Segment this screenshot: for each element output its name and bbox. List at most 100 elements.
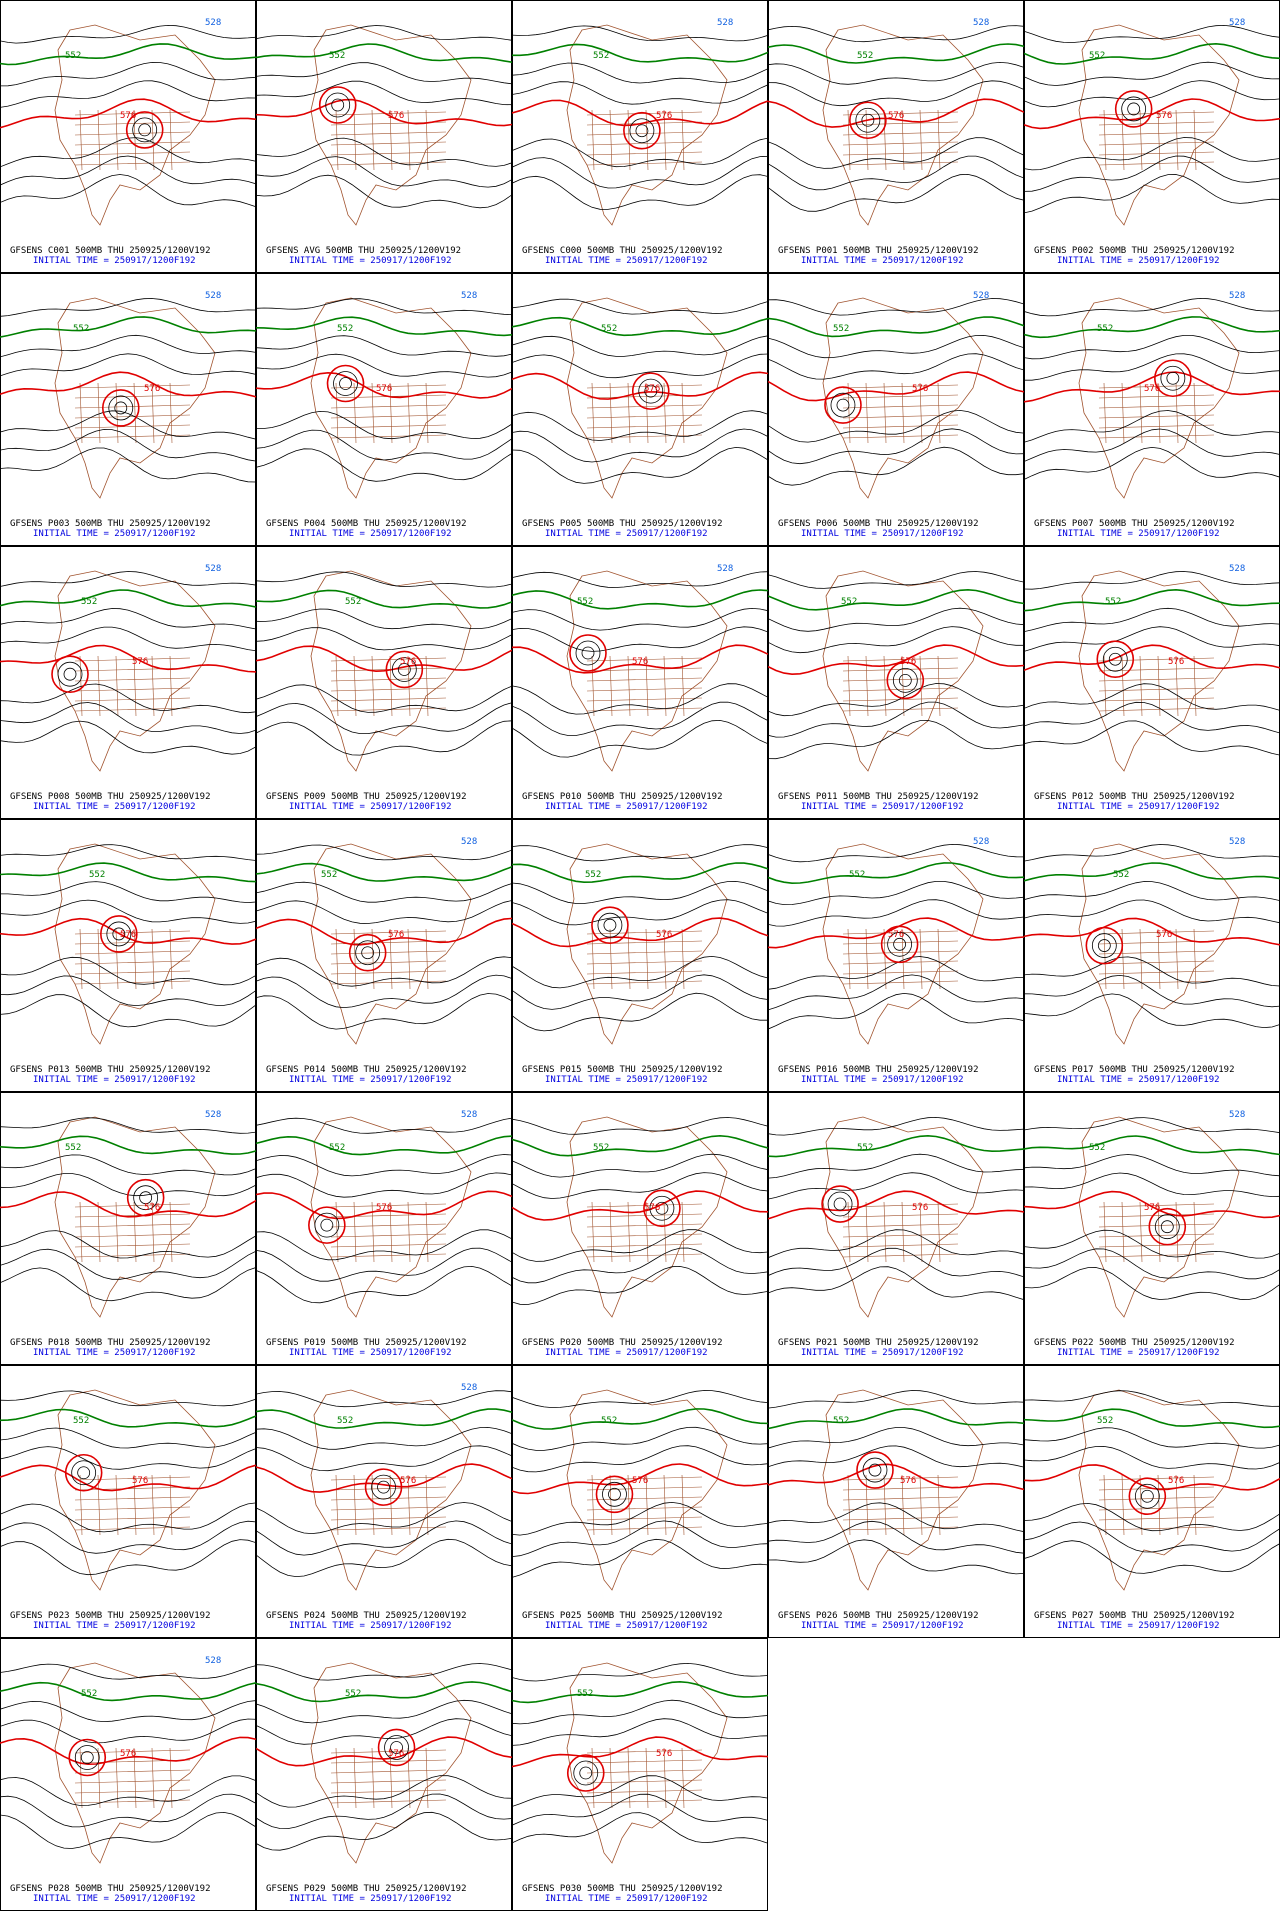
panel-border <box>256 546 512 819</box>
state-border <box>586 1516 703 1521</box>
state-border <box>1121 1474 1125 1536</box>
low-contour <box>126 1178 165 1217</box>
contour-line <box>0 174 256 208</box>
contour-line <box>256 589 512 609</box>
state-border <box>919 382 923 444</box>
contour-line <box>512 1812 768 1844</box>
contour-label: 576 <box>400 657 416 667</box>
panel-border <box>0 546 256 819</box>
state-border <box>74 424 191 429</box>
contour-label: 528 <box>973 837 989 847</box>
state-border <box>389 655 393 717</box>
contour-line <box>256 1793 512 1830</box>
contour-line <box>256 62 512 85</box>
contour-label: 552 <box>321 870 337 880</box>
contour-line <box>1024 1172 1280 1198</box>
state-border <box>842 161 959 166</box>
state-border <box>586 1799 703 1804</box>
caption-line2: INITIAL TIME = 250917/1200F192 <box>801 1075 964 1085</box>
state-border <box>645 1201 649 1263</box>
state-border <box>353 1201 357 1263</box>
contour-line <box>0 1811 256 1849</box>
contour-line <box>256 844 512 861</box>
state-border <box>74 1203 191 1208</box>
low-contour <box>573 1760 599 1786</box>
contour-line <box>768 80 1024 107</box>
coastline <box>310 297 472 499</box>
contour-line <box>256 43 512 63</box>
low-contour <box>1128 1477 1167 1516</box>
low-contour <box>101 389 140 427</box>
state-border <box>1103 1201 1107 1263</box>
contour-line <box>768 137 1024 169</box>
contour-line <box>768 1445 1024 1468</box>
contour-label: 552 <box>601 1416 617 1426</box>
state-border <box>609 928 613 990</box>
low-contour <box>339 377 352 390</box>
state-border <box>330 1486 447 1491</box>
contour-line <box>256 881 512 903</box>
contour-line <box>0 1267 256 1302</box>
state-border <box>74 697 191 702</box>
contour-line <box>0 334 256 358</box>
contour-line <box>768 626 1024 654</box>
state-border <box>591 1747 595 1809</box>
state-border <box>609 109 613 171</box>
state-border <box>842 151 959 156</box>
state-border <box>1157 1201 1161 1263</box>
state-border <box>842 384 959 389</box>
contour-line <box>512 371 768 400</box>
contour-line <box>256 1426 512 1450</box>
contour-line <box>256 98 512 127</box>
contour-line <box>768 881 1024 906</box>
caption-line1: GFSENS P019 500MB THU 250925/1200V192 <box>266 1338 466 1348</box>
contour-line <box>768 446 1024 486</box>
contour-label: 552 <box>345 597 361 607</box>
contour-line <box>768 1134 1024 1158</box>
state-border <box>663 109 667 171</box>
contour-label: 576 <box>912 1203 928 1213</box>
contour-line <box>0 298 256 317</box>
contour-label: 528 <box>717 18 733 28</box>
caption-line2: INITIAL TIME = 250917/1200F192 <box>289 1621 452 1631</box>
contour-line <box>256 1736 512 1767</box>
contour-line <box>256 429 512 461</box>
state-border <box>74 930 191 935</box>
contour-line <box>768 719 1024 760</box>
contour-label: 528 <box>717 564 733 574</box>
low-contour <box>824 386 862 424</box>
coastline <box>822 297 984 499</box>
caption-line2: INITIAL TIME = 250917/1200F192 <box>545 1894 708 1904</box>
low-contour <box>1121 96 1147 122</box>
contour-line <box>0 1663 256 1680</box>
contour-label: 576 <box>912 384 928 394</box>
state-border <box>1193 382 1197 444</box>
contour-line <box>256 1463 512 1493</box>
contour-line <box>256 298 512 315</box>
contour-line <box>256 608 512 630</box>
state-border <box>1098 151 1215 156</box>
contour-line <box>0 43 256 66</box>
map-panel: 552 576 528 GFSENS P003 500MB THU 250925/12… <box>0 273 256 546</box>
contour-label: 528 <box>1229 837 1245 847</box>
state-border <box>919 109 923 171</box>
contour-line <box>0 155 256 186</box>
state-border <box>425 928 429 990</box>
state-border <box>74 707 191 712</box>
low-contour <box>133 1185 159 1211</box>
state-border <box>842 1476 959 1481</box>
caption-line1: GFSENS P014 500MB THU 250925/1200V192 <box>266 1065 466 1075</box>
state-border <box>79 1747 83 1809</box>
contour-line <box>0 371 256 398</box>
coastline <box>1078 570 1240 772</box>
low-contour <box>608 1487 621 1501</box>
contour-line <box>768 1247 1024 1278</box>
state-border <box>74 1243 191 1248</box>
contour-line <box>0 1775 256 1806</box>
state-border <box>586 667 703 672</box>
low-contour <box>649 1195 675 1221</box>
contour-line <box>1024 174 1280 214</box>
state-border <box>407 382 411 444</box>
contour-line <box>0 956 256 986</box>
